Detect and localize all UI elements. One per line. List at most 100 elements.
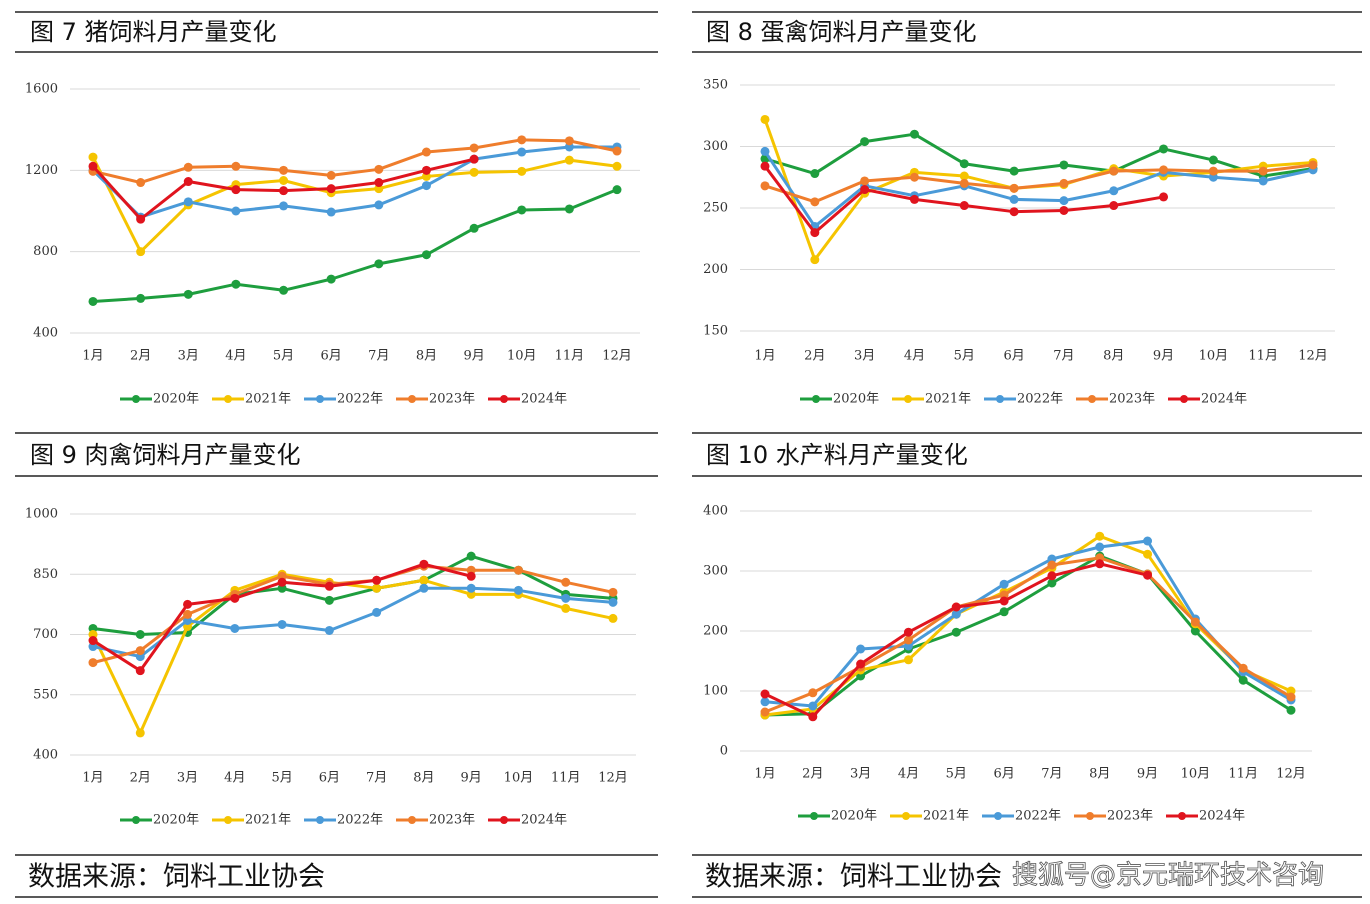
point: [561, 593, 571, 603]
y-tick-label: 1000: [25, 507, 58, 522]
series-line: [92, 138, 618, 185]
legend-label: 2022年: [337, 813, 383, 828]
point: [469, 223, 479, 233]
point: [860, 176, 870, 186]
y-tick-label: 150: [703, 324, 728, 339]
x-tick-label: 10月: [507, 349, 537, 364]
y-tick-label: 550: [33, 687, 58, 702]
point: [1009, 183, 1019, 193]
x-tick-label: 11月: [551, 771, 581, 786]
x-tick-label: 8月: [416, 349, 437, 364]
point: [760, 114, 770, 124]
legend-marker: [1086, 812, 1094, 820]
legend-marker: [996, 395, 1004, 403]
y-tick-label: 850: [33, 567, 58, 582]
x-tick-label: 9月: [463, 349, 484, 364]
x-tick-label: 5月: [273, 349, 294, 364]
x-tick-label: 2月: [130, 771, 151, 786]
point: [608, 613, 618, 623]
point: [183, 177, 193, 187]
point: [326, 184, 336, 194]
point: [1258, 166, 1268, 176]
x-tick-label: 4月: [225, 349, 246, 364]
x-tick-label: 12月: [598, 771, 628, 786]
legend-label: 2023年: [1107, 809, 1153, 824]
point: [374, 164, 384, 174]
legend-marker: [500, 816, 508, 824]
point: [1095, 542, 1105, 552]
y-tick-label: 1600: [25, 82, 58, 97]
x-tick-label: 3月: [854, 349, 875, 364]
legend-label: 2023年: [429, 392, 475, 407]
series-line: [91, 572, 614, 735]
point: [1047, 578, 1057, 588]
point: [324, 581, 334, 591]
x-tick-label: 6月: [321, 349, 342, 364]
point: [564, 136, 574, 146]
point: [903, 635, 913, 645]
legend-label: 2020年: [831, 809, 877, 824]
x-tick-label: 10月: [504, 771, 534, 786]
point: [1159, 165, 1169, 175]
point: [183, 289, 193, 299]
point: [1059, 178, 1069, 188]
point: [760, 707, 770, 717]
point: [959, 178, 969, 188]
point: [608, 597, 618, 607]
point: [1109, 186, 1119, 196]
watermark: 搜狐号@京元瑞环技术咨询: [1012, 861, 1324, 891]
point: [183, 609, 193, 619]
point: [612, 185, 622, 195]
x-tick-label: 2月: [130, 349, 151, 364]
x-tick-label: 1月: [754, 767, 775, 782]
point: [909, 194, 919, 204]
legend-marker: [224, 816, 232, 824]
y-tick-label: 200: [703, 262, 728, 277]
point: [326, 274, 336, 284]
legend-marker: [408, 816, 416, 824]
point: [374, 200, 384, 210]
point: [326, 207, 336, 217]
y-tick-label: 700: [33, 627, 58, 642]
point: [372, 583, 382, 593]
x-tick-label: 7月: [1041, 767, 1062, 782]
x-tick-label: 10月: [1199, 349, 1229, 364]
y-tick-label: 400: [33, 748, 58, 763]
point: [564, 204, 574, 214]
y-tick-label: 1200: [25, 163, 58, 178]
point: [856, 659, 866, 669]
point: [1190, 626, 1200, 636]
point: [517, 147, 527, 157]
point: [135, 646, 145, 656]
series-line: [92, 564, 614, 665]
point: [279, 285, 289, 295]
point: [860, 185, 870, 195]
x-tick-label: 5月: [271, 771, 292, 786]
point: [808, 712, 818, 722]
x-tick-label: 5月: [946, 767, 967, 782]
point: [421, 250, 431, 260]
point: [909, 129, 919, 139]
point: [88, 296, 98, 306]
point: [372, 607, 382, 617]
x-tick-label: 7月: [366, 771, 387, 786]
legend-marker: [994, 812, 1002, 820]
point: [421, 181, 431, 191]
x-tick-label: 7月: [1053, 349, 1074, 364]
point: [1143, 549, 1153, 559]
point: [999, 596, 1009, 606]
point: [136, 178, 146, 188]
point: [88, 152, 98, 162]
point: [959, 201, 969, 211]
point: [1059, 196, 1069, 206]
legend-marker: [904, 395, 912, 403]
point: [513, 585, 523, 595]
x-tick-label: 3月: [177, 771, 198, 786]
point: [1238, 675, 1248, 685]
legend-label: 2020年: [833, 392, 879, 407]
point: [760, 689, 770, 699]
point: [1238, 663, 1248, 673]
x-tick-label: 5月: [954, 349, 975, 364]
point: [466, 583, 476, 593]
x-tick-label: 9月: [1137, 767, 1158, 782]
